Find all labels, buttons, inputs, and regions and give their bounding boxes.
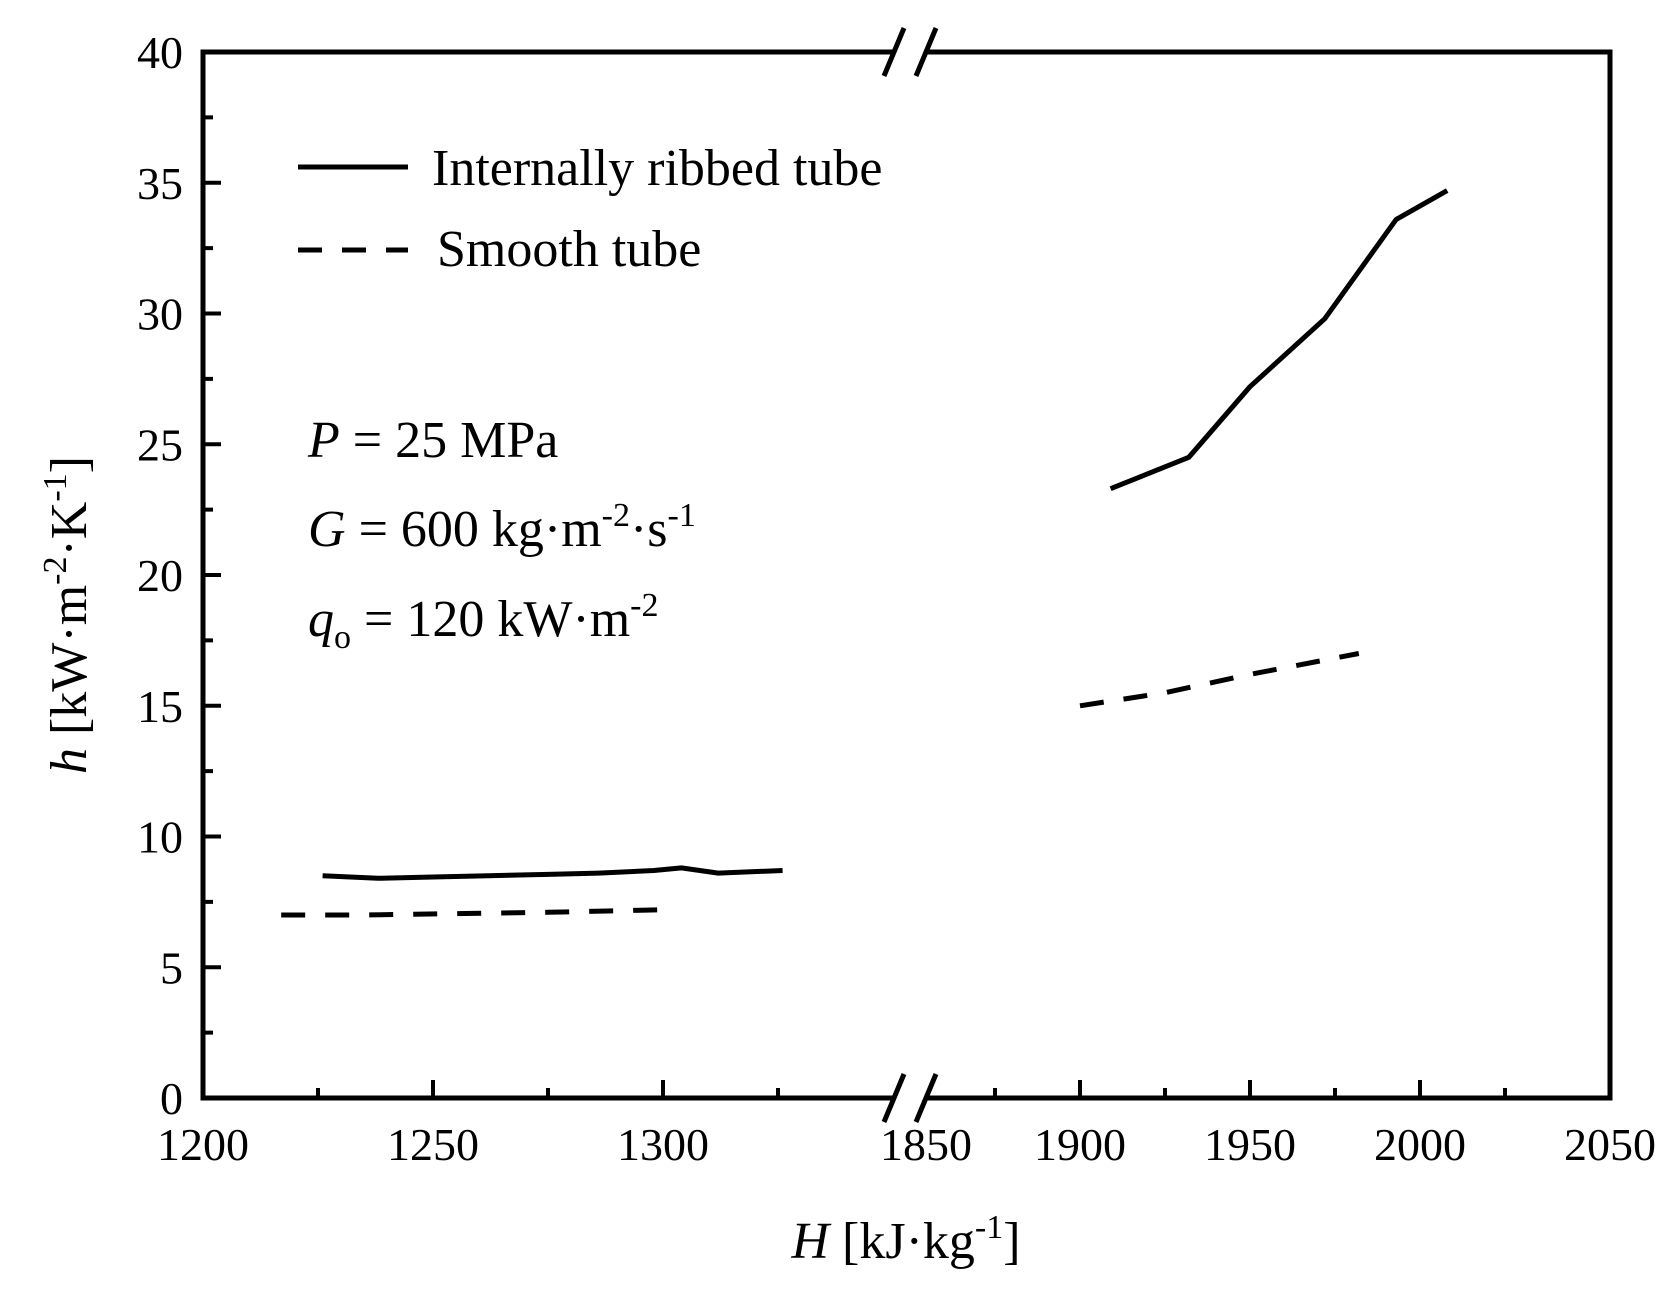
y-tick-label: 40 xyxy=(137,27,183,78)
bottom-break-slash-right xyxy=(913,1073,939,1123)
plot-border xyxy=(200,49,1613,1101)
y-tick-label: 20 xyxy=(137,550,183,601)
y-tick-label: 35 xyxy=(137,158,183,209)
mass-flux-annotation: G = 600 kg·m-2·s-1 xyxy=(308,497,696,558)
conditions-annotation: P = 25 MPa G = 600 kg·m-2·s-1 qo = 120 k… xyxy=(307,412,696,656)
y-axis-title: h [kW·m-2·K-1] xyxy=(37,456,98,774)
x-tick-label: 1850 xyxy=(880,1119,972,1170)
bottom-break-gap xyxy=(894,1092,926,1104)
bottom-break-slash-left xyxy=(881,1073,907,1123)
x-tick-label: 1250 xyxy=(387,1119,479,1170)
y-tick-label: 5 xyxy=(160,942,183,993)
x-tick-label: 1950 xyxy=(1204,1119,1296,1170)
smooth-tube-line-part-2 xyxy=(1079,651,1360,709)
legend-label-ribbed: Internally ribbed tube xyxy=(432,140,883,197)
axis-breaks xyxy=(881,27,939,1123)
legend-label-smooth: Smooth tube xyxy=(437,221,701,278)
top-break-slash-left xyxy=(881,27,907,77)
plot-frame xyxy=(200,49,1613,1101)
axis-ticks xyxy=(203,50,1507,1100)
x-axis-title: H [kJ·kg-1] xyxy=(790,1209,1020,1270)
tick-labels: 0 5 10 15 20 25 30 35 40 1200 1250 1300 1850 1900 1950… xyxy=(137,27,1656,1170)
y-tick-label: 30 xyxy=(137,289,183,340)
x-tick-label: 2050 xyxy=(1564,1119,1656,1170)
ribbed-tube-line-part-1 xyxy=(322,865,783,881)
y-tick-label: 25 xyxy=(137,419,183,470)
x-tick-label: 1900 xyxy=(1034,1119,1126,1170)
smooth-tube-line-part-1 xyxy=(281,907,664,918)
x-tick-label: 1300 xyxy=(617,1119,709,1170)
heat-flux-annotation: qo = 120 kW·m-2 xyxy=(308,587,659,656)
ribbed-tube-line-part-2 xyxy=(1109,188,1449,492)
x-tick-label: 2000 xyxy=(1374,1119,1466,1170)
x-tick-label: 1200 xyxy=(157,1119,249,1170)
legend: Internally ribbed tube Smooth tube xyxy=(298,140,883,278)
y-tick-label: 15 xyxy=(137,681,183,732)
top-break-gap xyxy=(894,46,926,58)
pressure-annotation: P = 25 MPa xyxy=(307,412,558,469)
series-lines xyxy=(281,188,1449,918)
top-break-slash-right xyxy=(913,27,939,77)
y-tick-label: 0 xyxy=(160,1073,183,1124)
y-tick-label: 10 xyxy=(137,812,183,863)
